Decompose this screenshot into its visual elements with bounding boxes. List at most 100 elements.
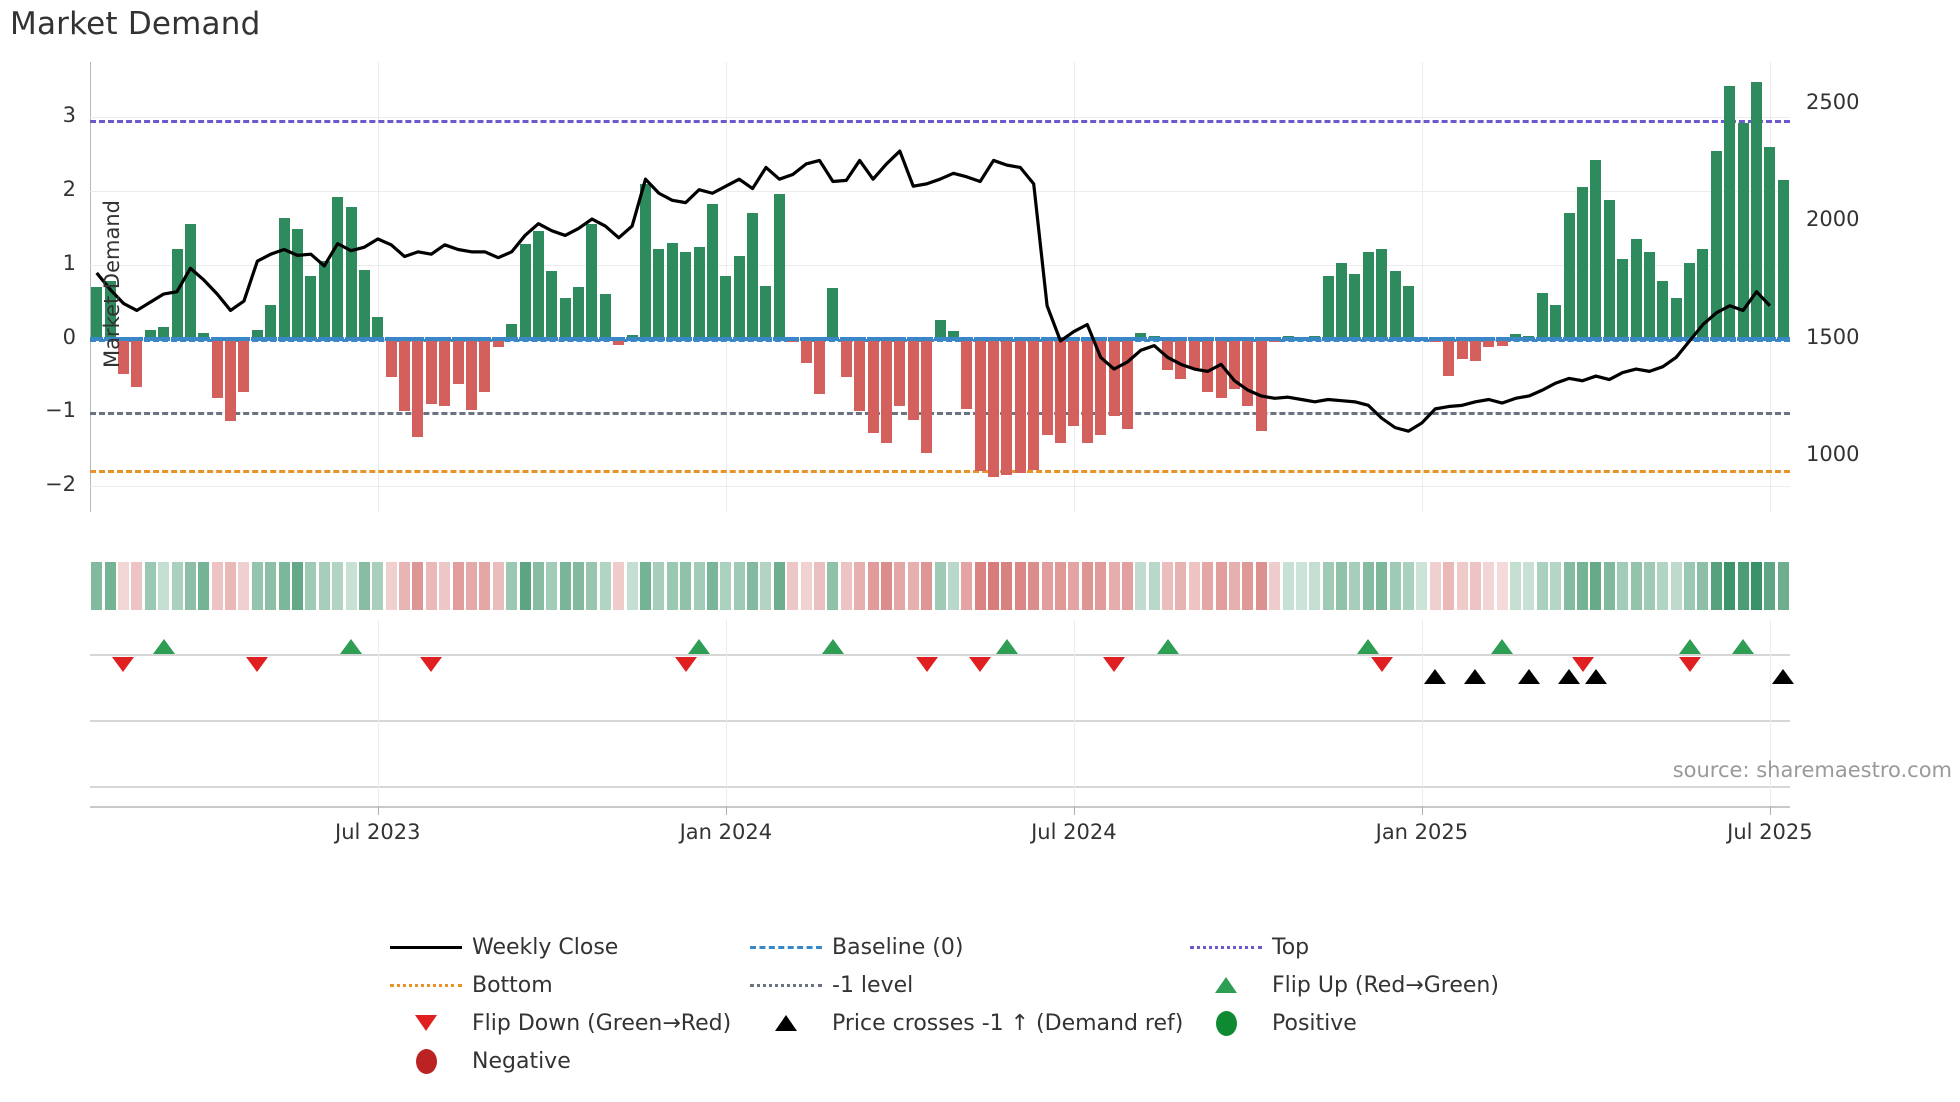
reference-line-top: [90, 119, 1790, 123]
heat-cell: [492, 562, 504, 610]
heat-cell: [1349, 562, 1361, 610]
heat-cell: [907, 562, 919, 610]
x-tick-label: Jan 2025: [1375, 820, 1469, 844]
legend-item[interactable]: Weekly Close: [380, 928, 740, 966]
legend-item[interactable]: -1 level: [740, 966, 1180, 1004]
demand-bar: [452, 338, 464, 385]
demand-bar: [1603, 199, 1615, 339]
baseline-mark: [344, 336, 358, 341]
heat-cell: [840, 562, 852, 610]
legend-item[interactable]: Top: [1180, 928, 1680, 966]
chart-legend: Weekly Close Baseline (0) Top Bottom -1 leve…: [380, 928, 1680, 1080]
legend-label: Flip Down (Green→Red): [472, 1010, 732, 1036]
heat-cell: [1670, 562, 1682, 610]
marker-vertical-gridline: [1073, 620, 1075, 805]
heat-cell: [1416, 562, 1428, 610]
heat-cell: [1108, 562, 1120, 610]
baseline-mark: [464, 336, 478, 341]
heat-cell: [425, 562, 437, 610]
heat-cell: [1228, 562, 1240, 610]
baseline-mark: [960, 336, 974, 341]
demand-bar: [546, 270, 558, 339]
flip-down-marker: [112, 657, 135, 672]
baseline-mark: [518, 336, 532, 341]
legend-item[interactable]: Negative: [380, 1042, 740, 1080]
demand-bar: [680, 251, 692, 339]
baseline-mark: [612, 336, 626, 341]
heat-cell: [1376, 562, 1388, 610]
baseline-mark: [973, 336, 987, 341]
demand-bar: [412, 338, 424, 437]
heat-cell: [238, 562, 250, 610]
flip-up-marker: [1357, 639, 1380, 654]
left-tick-label: 2: [62, 177, 76, 202]
flip-up-marker: [995, 639, 1018, 654]
weekly-close-line: [95, 149, 1772, 433]
demand-bar: [91, 287, 103, 339]
baseline-mark: [290, 336, 304, 341]
baseline-mark: [1656, 336, 1670, 341]
demand-bar: [225, 338, 237, 422]
baseline-mark: [1241, 336, 1255, 341]
legend-item[interactable]: Flip Down (Green→Red): [380, 1004, 740, 1042]
heat-cell: [385, 562, 397, 610]
legend-glyph: [1180, 1010, 1272, 1036]
demand-bar: [519, 244, 531, 339]
heat-cell: [974, 562, 986, 610]
baseline-mark: [652, 336, 666, 341]
baseline-mark: [665, 336, 679, 341]
demand-bar: [1108, 338, 1120, 417]
heat-cell: [158, 562, 170, 610]
baseline-mark: [170, 336, 184, 341]
baseline-mark: [1027, 336, 1041, 341]
demand-bar: [1630, 239, 1642, 339]
baseline-mark: [1094, 336, 1108, 341]
flip-up-marker: [152, 639, 175, 654]
marker-vertical-gridline: [377, 620, 379, 805]
legend-item[interactable]: Positive: [1180, 1004, 1680, 1042]
solid-black-line-icon: [390, 945, 462, 949]
demand-bar: [1135, 333, 1147, 339]
heat-cell: [1362, 562, 1374, 610]
demand-bar: [1121, 338, 1133, 429]
demand-bar: [840, 338, 852, 377]
heat-cell: [1710, 562, 1722, 610]
demand-bar: [184, 224, 196, 339]
legend-item[interactable]: Bottom: [380, 966, 740, 1004]
baseline-mark: [116, 336, 130, 341]
baseline-mark: [826, 336, 840, 341]
price-cross-marker: [1464, 669, 1487, 684]
legend-item[interactable]: Baseline (0): [740, 928, 1180, 966]
heat-cell: [573, 562, 585, 610]
flip-down-marker: [1370, 657, 1393, 672]
baseline-mark: [585, 336, 599, 341]
baseline-mark: [183, 336, 197, 341]
heat-cell: [546, 562, 558, 610]
heat-cell: [1135, 562, 1147, 610]
heat-cell: [1751, 562, 1763, 610]
demand-bar: [974, 338, 986, 472]
baseline-mark: [1000, 336, 1014, 341]
left-tick-label: 0: [62, 324, 76, 349]
demand-bar: [653, 248, 665, 339]
baseline-mark: [1763, 336, 1777, 341]
baseline-mark: [505, 336, 519, 341]
baseline-mark: [371, 336, 385, 341]
marker-panel: [90, 620, 1795, 805]
demand-bar: [720, 275, 732, 339]
heat-cell: [1242, 562, 1254, 610]
heat-cell: [626, 562, 638, 610]
legend-item[interactable]: Flip Up (Red→Green): [1180, 966, 1680, 1004]
baseline-mark: [545, 336, 559, 341]
demand-bar: [104, 281, 116, 339]
legend-glyph: [380, 1048, 472, 1074]
legend-glyph: [740, 983, 832, 987]
legend-row: Weekly Close Baseline (0) Top: [380, 928, 1680, 966]
legend-item[interactable]: Price crosses -1 ↑ (Demand ref): [740, 1004, 1183, 1042]
demand-bar: [961, 338, 973, 409]
demand-bar: [1496, 338, 1508, 346]
baseline-mark: [987, 336, 1001, 341]
heat-cell: [947, 562, 959, 610]
heat-cell: [1255, 562, 1267, 610]
demand-bar: [1001, 338, 1013, 476]
